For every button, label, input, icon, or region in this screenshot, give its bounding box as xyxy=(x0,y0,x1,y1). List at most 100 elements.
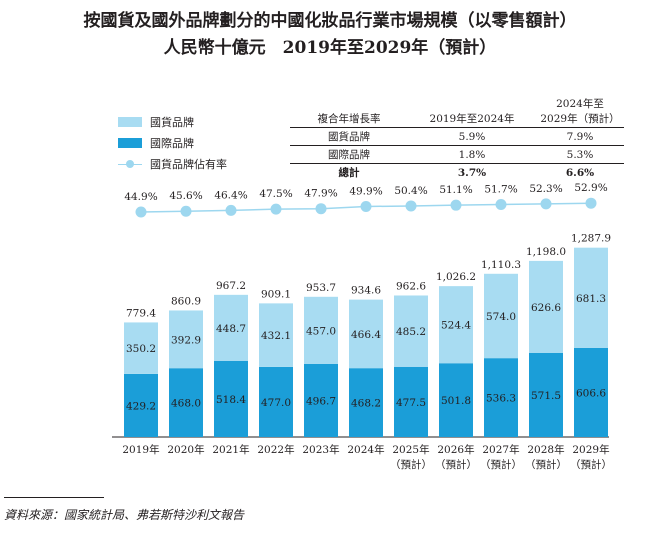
x-tick-label: 2024年 xyxy=(347,443,384,456)
bar-label-international: 468.0 xyxy=(171,398,201,410)
bar-label-international: 571.5 xyxy=(531,390,561,402)
chart-subtitle: 人民幣十億元 2019年至2029年（預計） xyxy=(163,38,497,58)
cagr-cell: 6.6% xyxy=(536,163,624,181)
bar-label-domestic: 448.7 xyxy=(216,323,246,335)
cagr-row-label: 國際品牌 xyxy=(290,145,408,164)
bar-total-label: 962.6 xyxy=(396,280,426,292)
bar-international xyxy=(349,368,383,437)
legend-share-label: 國貨品牌佔有率 xyxy=(150,158,227,171)
share-label: 47.9% xyxy=(304,188,337,200)
share-label: 44.9% xyxy=(124,191,157,203)
bar-international xyxy=(169,368,203,437)
bar-international xyxy=(304,363,338,437)
share-point xyxy=(270,203,282,215)
bar-international xyxy=(484,358,518,437)
stacked-bar-chart: 429.2 350.2 779.4 44.9% 2019年 468.0 392.9 860.9… xyxy=(112,182,612,471)
legend-share: 國貨品牌佔有率 xyxy=(118,156,227,172)
share-label: 45.6% xyxy=(169,190,202,202)
bar-label-international: 496.7 xyxy=(306,395,336,407)
x-tick-label: 2020年 xyxy=(167,443,204,456)
bar-domestic xyxy=(259,303,293,367)
x-tick-label: 2019年 xyxy=(122,443,159,456)
bar-label-international: 606.6 xyxy=(576,387,606,399)
bar-label-domestic: 466.4 xyxy=(351,329,381,341)
bar-total-label: 1,026.2 xyxy=(436,271,476,283)
x-tick-label: 2026年 xyxy=(437,443,474,456)
x-tick-label: （預計） xyxy=(525,458,567,471)
bar-domestic xyxy=(439,286,473,364)
share-label: 52.3% xyxy=(529,183,562,195)
share-label: 51.7% xyxy=(484,184,517,196)
share-point xyxy=(450,199,462,211)
x-tick-label: 2028年 xyxy=(527,443,564,456)
bar-label-international: 477.5 xyxy=(396,397,426,409)
bar-international xyxy=(394,366,428,437)
bar-label-domestic: 485.2 xyxy=(396,326,426,338)
x-tick-label: （預計） xyxy=(480,458,522,471)
cagr-row-label: 國貨品牌 xyxy=(328,131,370,143)
x-tick-label: 2021年 xyxy=(212,443,249,456)
bar-domestic xyxy=(574,247,608,348)
bar-domestic xyxy=(124,322,158,374)
bar-label-domestic: 681.3 xyxy=(576,293,606,305)
cagr-cell: 1.8% xyxy=(408,145,536,164)
x-tick-label: （預計） xyxy=(390,458,432,471)
cagr-cell: 5.9% xyxy=(458,130,486,143)
bar-international xyxy=(214,360,248,437)
bar-total-label: 860.9 xyxy=(171,295,201,307)
share-point xyxy=(315,203,327,215)
share-point xyxy=(585,197,597,209)
x-tick-label: 2025年 xyxy=(392,443,429,456)
share-point xyxy=(135,206,147,218)
cagr-cell: 3.7% xyxy=(408,163,536,181)
bar-label-international: 536.3 xyxy=(486,393,516,405)
cagr-row-international: 國際品牌 1.8% 5.3% xyxy=(290,145,624,164)
cagr-row-total: 總計 3.7% 6.6% xyxy=(290,163,624,181)
bar-label-international: 468.2 xyxy=(351,398,381,410)
x-tick-label: （預計） xyxy=(435,458,477,471)
bar-label-international: 477.0 xyxy=(261,397,291,409)
cagr-row-domestic: 國貨品牌 5.9% 7.9% xyxy=(290,128,624,146)
share-point xyxy=(225,204,237,216)
bar-international xyxy=(574,347,608,437)
legend-domestic-swatch xyxy=(118,117,142,127)
bar-total-label: 1,198.0 xyxy=(526,246,566,258)
bar-international xyxy=(259,366,293,437)
bar-domestic xyxy=(394,295,428,367)
legend-domestic-label: 國貨品牌 xyxy=(150,116,194,129)
x-tick-label: 2023年 xyxy=(302,443,339,456)
share-point xyxy=(405,200,417,212)
bar-total-label: 779.4 xyxy=(126,307,156,319)
legend-international: 國際品牌 xyxy=(118,135,194,151)
share-point xyxy=(540,198,552,210)
cagr-row-label: 總計 xyxy=(290,163,408,181)
cagr-header-period1: 2019年至2024年 xyxy=(408,95,536,128)
bar-domestic xyxy=(304,296,338,364)
bar-international xyxy=(124,373,158,437)
share-label: 47.5% xyxy=(259,188,292,200)
bar-domestic xyxy=(529,260,563,353)
bar-label-domestic: 350.2 xyxy=(126,343,156,355)
bar-domestic xyxy=(484,273,518,359)
bar-international xyxy=(439,363,473,437)
x-tick-label: 2022年 xyxy=(257,443,294,456)
cagr-header-label: 複合年增長率 xyxy=(290,95,408,128)
share-label: 52.9% xyxy=(574,182,607,194)
legend-share-marker xyxy=(118,159,142,169)
bar-label-international: 518.4 xyxy=(216,394,246,406)
share-label: 50.4% xyxy=(394,185,427,197)
x-tick-label: 2029年 xyxy=(572,443,609,456)
share-point xyxy=(180,205,192,217)
share-label: 46.4% xyxy=(214,189,247,201)
share-point xyxy=(360,201,372,212)
share-point xyxy=(495,199,507,211)
share-label: 49.9% xyxy=(349,186,382,198)
bar-total-label: 1,287.9 xyxy=(571,233,611,245)
cagr-cell: 7.9% xyxy=(566,130,594,143)
bar-total-label: 1,110.3 xyxy=(481,259,521,271)
bar-total-label: 909.1 xyxy=(261,288,291,300)
x-tick-label: 2027年 xyxy=(482,443,519,456)
bar-total-label: 934.6 xyxy=(351,285,381,297)
legend-international-label: 國際品牌 xyxy=(150,137,194,150)
source-note: 資料來源：國家統計局、弗若斯特沙利文報告 xyxy=(4,508,245,522)
